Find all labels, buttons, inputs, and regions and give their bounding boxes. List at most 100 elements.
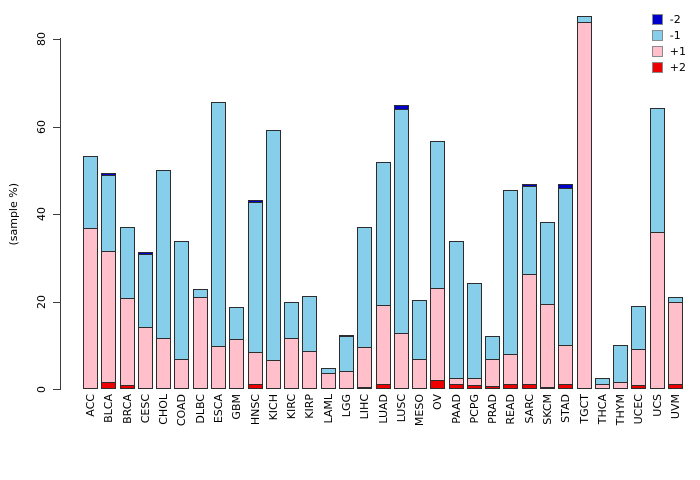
bar-segment-UVM-+2 — [668, 383, 683, 389]
bar-segment-GBM-+1 — [229, 339, 245, 389]
bar-LAML — [320, 367, 336, 389]
bar-segment-PCPG--1 — [466, 283, 482, 379]
x-axis-label-text: CHOL — [157, 394, 171, 425]
bar-segment-LGG-+1 — [338, 370, 354, 389]
x-axis-label-CESC: CESC — [138, 394, 153, 464]
bar-segment-LAML-+1 — [320, 373, 336, 389]
x-axis-label-KIRP: KIRP — [302, 394, 317, 464]
bar-segment-READ-+1 — [503, 353, 519, 386]
bar-segment-CHOL--1 — [156, 170, 172, 339]
x-axis-label-SARC: SARC — [522, 394, 537, 464]
bar-segment-SKCM-+1 — [540, 304, 556, 388]
bar-segment-UCEC-+1 — [631, 349, 647, 386]
bar-segment-BRCA-+1 — [119, 297, 135, 387]
bar-ESCA — [210, 102, 226, 389]
bar-CHOL — [156, 170, 172, 389]
legend-label: -1 — [669, 29, 681, 42]
x-axis-label-text: LAML — [321, 394, 335, 424]
bar-segment-STAD-+2 — [558, 383, 574, 389]
x-axis-label-text: LGG — [339, 394, 353, 418]
y-axis-tick-label: 60 — [33, 110, 49, 144]
y-axis-tick-label-text: 20 — [34, 294, 48, 309]
bar-GBM — [229, 306, 245, 389]
x-axis-label-text: ACC — [84, 394, 97, 417]
x-axis-label-text: KICH — [266, 394, 280, 421]
x-axis-label-DLBC: DLBC — [193, 394, 208, 464]
x-axis-label-text: THYM — [614, 394, 628, 426]
x-axis-label-COAD: COAD — [174, 394, 189, 464]
bar-segment-HNSC-+1 — [247, 351, 263, 386]
x-axis-label-text: BRCA — [120, 394, 134, 424]
y-axis-tick-label: 0 — [33, 372, 49, 406]
bar-DLBC — [192, 289, 208, 389]
x-axis-label-text: CESC — [138, 394, 152, 424]
bar-TGCT — [576, 15, 592, 389]
bar-segment-ESCA-+1 — [210, 346, 226, 389]
x-axis-label-OV: OV — [430, 394, 445, 464]
bar-OV — [430, 141, 446, 389]
bar-segment-STAD-+1 — [558, 345, 574, 385]
bar-segment-CESC-+1 — [137, 326, 153, 389]
bar-KIRC — [284, 302, 300, 389]
y-axis-tick — [53, 39, 60, 40]
y-axis-tick — [53, 214, 60, 215]
bar-segment-KIRC-+1 — [284, 337, 300, 389]
x-axis-label-HNSC: HNSC — [248, 394, 263, 464]
bar-segment-SARC--1 — [521, 186, 537, 275]
bar-segment-SARC-+2 — [521, 383, 537, 389]
x-axis-label-PCPG: PCPG — [467, 394, 482, 464]
bar-READ — [503, 189, 519, 389]
legend-label: +2 — [669, 61, 686, 74]
legend-item-+2: +2 — [651, 61, 686, 74]
x-axis-label-text: PRAD — [486, 394, 500, 424]
bar-segment-KIRP--1 — [302, 295, 318, 352]
bar-segment-PAAD-+2 — [448, 384, 464, 389]
bar-segment-COAD-+1 — [174, 359, 190, 389]
bar-segment-LGG--1 — [338, 335, 354, 372]
y-axis-tick — [53, 389, 60, 390]
bar-SKCM — [540, 222, 556, 389]
x-axis-label-text: SARC — [522, 394, 536, 424]
legend-swatch--2 — [651, 14, 663, 25]
y-axis-tick-label: 80 — [33, 22, 49, 56]
bar-segment-OV-+2 — [430, 379, 446, 389]
bar-segment-THYM-+1 — [613, 381, 629, 389]
bar-segment-HNSC-+2 — [247, 384, 263, 389]
y-axis-tick-label: 20 — [33, 285, 49, 319]
x-axis-label-text: UVM — [669, 394, 682, 420]
legend-swatch--1 — [651, 30, 663, 41]
bar-segment-LIHC--1 — [357, 226, 373, 349]
x-axis-label-GBM: GBM — [229, 394, 244, 464]
x-axis-label-text: SKCM — [541, 394, 555, 425]
bar-LIHC — [357, 226, 373, 389]
bar-KICH — [265, 130, 281, 389]
x-axis-label-text: DLBC — [193, 394, 207, 424]
legend-item--1: -1 — [651, 29, 686, 42]
bar-segment-UCS-+1 — [649, 231, 665, 389]
bar-LUAD — [375, 162, 391, 389]
bar-segment-KIRP-+1 — [302, 350, 318, 389]
bar-PAAD — [448, 241, 464, 389]
bar-UCEC — [631, 306, 647, 389]
legend-item-+1: +1 — [651, 46, 686, 57]
bar-segment-THYM--1 — [613, 345, 629, 383]
bar-THCA — [594, 377, 610, 389]
y-axis-tick-label-text: 60 — [34, 119, 48, 134]
bar-ACC — [83, 155, 98, 389]
bar-LGG — [338, 334, 354, 389]
bar-segment-LIHC-+1 — [357, 347, 373, 388]
x-axis-label-READ: READ — [503, 394, 518, 464]
bar-segment-ACC--1 — [83, 155, 98, 229]
bar-BLCA — [101, 173, 117, 389]
bar-segment-MESO--1 — [412, 300, 428, 361]
y-axis-line — [60, 38, 61, 390]
bar-segment-COAD--1 — [174, 240, 190, 361]
bar-segment-CHOL-+1 — [156, 337, 172, 389]
bar-segment-OV--1 — [430, 141, 446, 289]
bar-segment-BRCA-+2 — [119, 385, 135, 389]
bar-segment-KICH-+1 — [265, 360, 281, 389]
x-axis-label-TGCT: TGCT — [577, 394, 592, 464]
x-axis-label-THCA: THCA — [595, 394, 610, 464]
bar-segment-READ--1 — [503, 189, 519, 355]
y-axis-tick-label-text: 0 — [34, 385, 48, 393]
